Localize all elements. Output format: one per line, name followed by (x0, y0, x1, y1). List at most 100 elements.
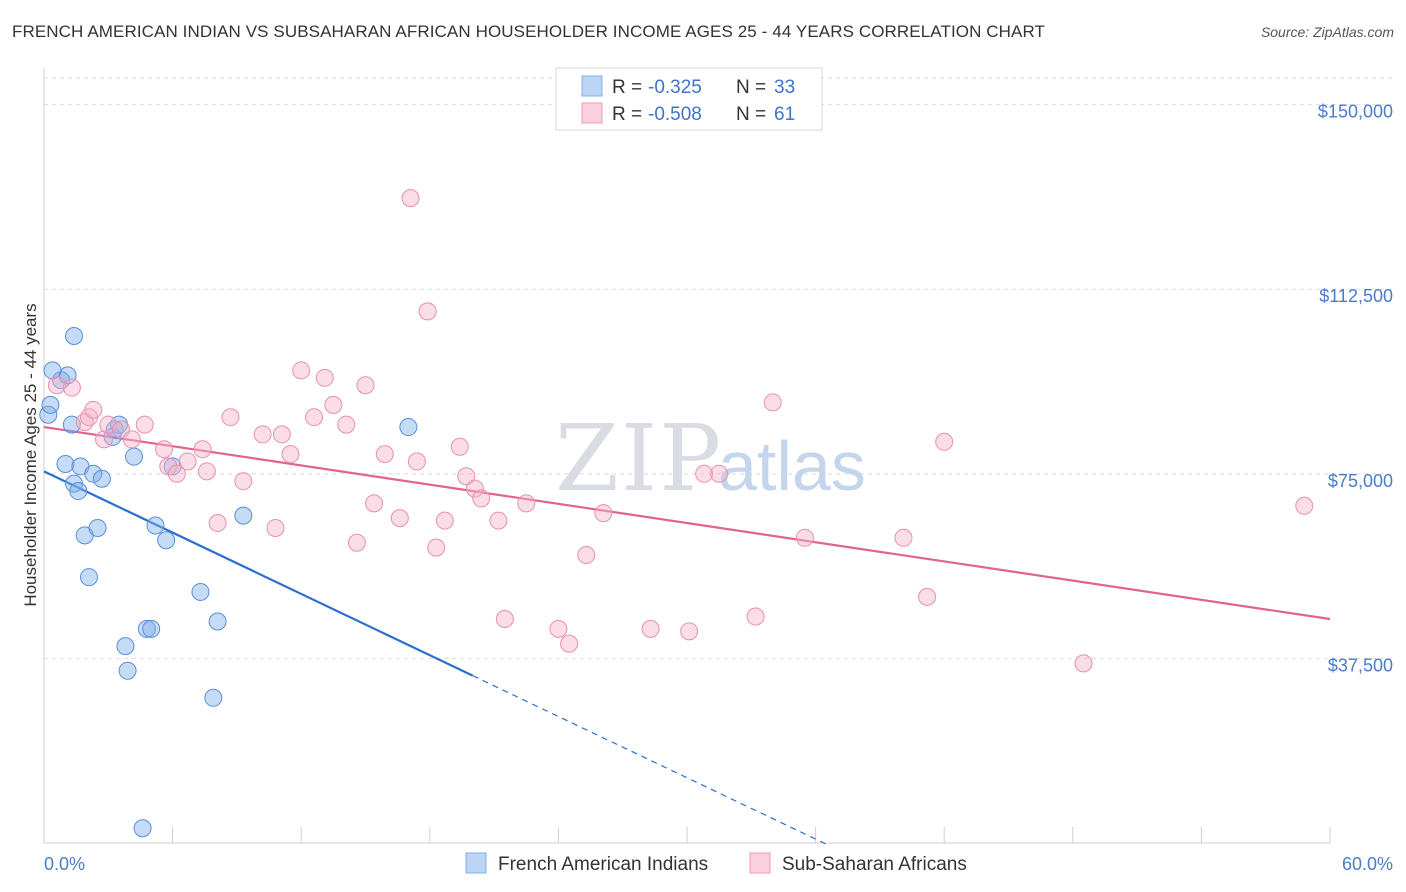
trend-line-french-extension (472, 675, 827, 845)
series-legend: French American Indians Sub-Saharan Afri… (465, 852, 967, 875)
point-subsaharan-4 (84, 400, 103, 419)
x-tick-label-1: 60.0% (1342, 854, 1393, 874)
point-french-24 (146, 516, 165, 535)
point-french-13 (88, 518, 107, 537)
point-subsaharan-27 (337, 415, 356, 434)
point-subsaharan-10 (155, 440, 174, 459)
point-french-8 (69, 482, 88, 501)
point-subsaharan-49 (641, 619, 660, 638)
point-subsaharan-19 (253, 425, 272, 444)
point-subsaharan-48 (594, 504, 613, 523)
series-label-subsaharan: Sub-Saharan Africans (782, 854, 967, 875)
point-subsaharan-41 (472, 489, 491, 508)
point-subsaharan-59 (1074, 654, 1093, 673)
point-subsaharan-31 (375, 445, 394, 464)
point-subsaharan-34 (407, 452, 426, 471)
point-subsaharan-38 (450, 437, 469, 456)
point-subsaharan-50 (680, 622, 699, 641)
y-tick-label-1: $75,000 (1328, 471, 1393, 491)
gridlines (44, 77, 1396, 659)
point-subsaharan-5 (95, 430, 114, 449)
point-subsaharan-57 (918, 587, 937, 606)
point-subsaharan-33 (401, 189, 420, 208)
y-tick-label-0: $37,500 (1328, 655, 1393, 675)
point-subsaharan-37 (435, 511, 454, 530)
point-subsaharan-22 (281, 445, 300, 464)
y-tick-label-2: $112,500 (1319, 286, 1393, 306)
legend-swatch-french (581, 75, 603, 97)
legend: R = -0.325 N = 33 R = -0.508 N = 61 (555, 67, 823, 131)
legend-r-value-subsaharan: -0.508 (648, 104, 702, 125)
axes (43, 68, 1331, 844)
data-points (39, 189, 1314, 838)
point-subsaharan-40 (465, 479, 484, 498)
y-tick-label-3: $150,000 (1318, 102, 1393, 122)
point-subsaharan-15 (197, 462, 216, 481)
y-axis-label: Householder Income Ages 25 - 44 years (21, 303, 40, 606)
point-subsaharan-0 (47, 376, 66, 395)
legend-swatch-subsaharan (581, 102, 603, 124)
point-subsaharan-36 (427, 538, 446, 557)
point-subsaharan-20 (266, 518, 285, 537)
point-subsaharan-30 (365, 494, 384, 513)
x-tick-labels: 0.0% 60.0% (44, 854, 1393, 874)
point-french-28 (204, 688, 223, 707)
point-subsaharan-52 (710, 464, 729, 483)
point-french-23 (142, 619, 161, 638)
point-subsaharan-8 (122, 430, 141, 449)
watermark-atlas: atlas (718, 427, 866, 505)
series-swatch-subsaharan (749, 852, 771, 874)
point-subsaharan-55 (795, 528, 814, 547)
point-french-29 (208, 612, 227, 631)
point-subsaharan-56 (894, 528, 913, 547)
point-subsaharan-26 (324, 395, 343, 414)
point-french-20 (125, 447, 144, 466)
point-subsaharan-35 (418, 302, 437, 321)
point-subsaharan-51 (695, 464, 714, 483)
legend-r-label-french: R = (612, 77, 642, 98)
point-french-32 (43, 361, 62, 380)
point-subsaharan-18 (234, 472, 253, 491)
legend-n-label-french: N = (736, 77, 766, 98)
point-subsaharan-43 (495, 610, 514, 629)
trend-line-subsaharan (43, 425, 1331, 621)
point-french-31 (399, 418, 418, 437)
point-subsaharan-44 (517, 494, 536, 513)
point-subsaharan-13 (178, 452, 197, 471)
chart-title: FRENCH AMERICAN INDIAN VS SUBSAHARAN AFR… (12, 22, 1046, 41)
point-subsaharan-42 (489, 511, 508, 530)
series-swatch-french (465, 852, 487, 874)
point-subsaharan-12 (167, 464, 186, 483)
point-subsaharan-47 (577, 546, 596, 565)
point-french-14 (92, 469, 111, 488)
chart-source: Source: ZipAtlas.com (1260, 24, 1394, 40)
point-french-21 (133, 819, 152, 838)
point-subsaharan-14 (193, 440, 212, 459)
legend-r-label-subsaharan: R = (612, 104, 642, 125)
point-french-27 (191, 582, 210, 601)
point-subsaharan-39 (457, 467, 476, 486)
point-subsaharan-9 (135, 415, 154, 434)
point-subsaharan-17 (221, 408, 240, 427)
trend-line-french (43, 470, 474, 677)
point-subsaharan-28 (347, 533, 366, 552)
point-french-3 (56, 454, 75, 473)
point-subsaharan-58 (935, 432, 954, 451)
point-french-30 (234, 506, 253, 525)
legend-n-value-french: 33 (774, 77, 795, 98)
point-subsaharan-46 (560, 634, 579, 653)
legend-r-value-french: -0.325 (648, 77, 702, 98)
trend-lines (43, 425, 1331, 845)
point-french-11 (80, 568, 99, 587)
y-tick-labels: $37,500 $75,000 $112,500 $150,000 (1318, 102, 1393, 676)
point-french-25 (157, 531, 176, 550)
x-tick-label-0: 0.0% (44, 854, 85, 874)
series-label-french: French American Indians (498, 854, 708, 875)
point-subsaharan-1 (62, 378, 81, 397)
point-french-22 (137, 619, 156, 638)
point-french-18 (116, 637, 135, 656)
point-subsaharan-16 (208, 514, 227, 533)
watermark-zip: ZIP (555, 405, 723, 512)
point-subsaharan-32 (390, 509, 409, 528)
